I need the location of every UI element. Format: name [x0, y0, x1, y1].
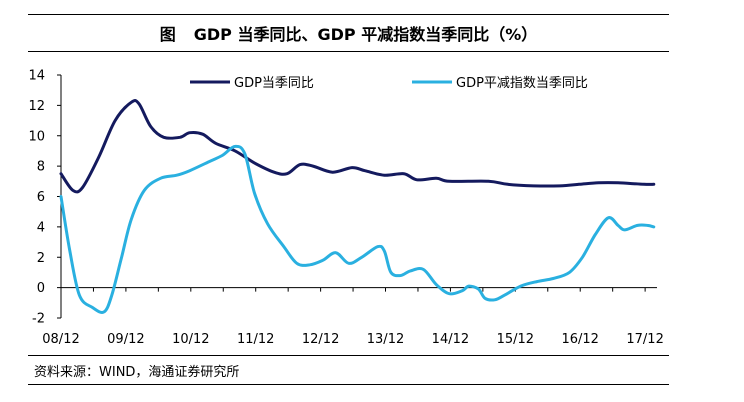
y-tick-label: 4 — [37, 220, 45, 235]
x-tick-label: 10/12 — [172, 332, 209, 347]
y-tick-label: 8 — [37, 160, 45, 175]
x-tick-label: 17/12 — [626, 332, 663, 347]
y-tick-label: -2 — [32, 312, 45, 327]
x-tick-label: 12/12 — [302, 332, 339, 347]
source-note: 资料来源：WIND，海通证券研究所 — [28, 355, 669, 385]
x-tick-label: 13/12 — [367, 332, 404, 347]
y-tick-label: 14 — [28, 69, 45, 84]
legend-label-gdp: GDP当季同比 — [234, 76, 314, 91]
figure-title-bar: 图 GDP 当季同比、GDP 平减指数当季同比（%） — [28, 14, 669, 52]
legend-label-deflator: GDP平减指数当季同比 — [456, 76, 588, 91]
x-tick-label: 11/12 — [237, 332, 274, 347]
y-tick-label: 10 — [28, 129, 45, 144]
y-tick-label: 2 — [37, 251, 45, 266]
y-tick-label: 6 — [37, 190, 45, 205]
series-line-gdp — [59, 99, 656, 194]
x-tick-label: 08/12 — [42, 332, 79, 347]
figure-title: GDP 当季同比、GDP 平减指数当季同比（%） — [193, 25, 538, 44]
series-line-deflator — [59, 144, 656, 314]
source-text: 资料来源：WIND，海通证券研究所 — [34, 364, 240, 380]
x-tick-label: 09/12 — [107, 332, 144, 347]
y-tick-label: 12 — [28, 99, 45, 114]
y-tick-label: 0 — [37, 281, 45, 296]
x-tick-label: 14/12 — [432, 332, 469, 347]
x-tick-label: 16/12 — [561, 332, 598, 347]
figure-label: 图 — [159, 25, 176, 44]
x-tick-label: 15/12 — [497, 332, 534, 347]
